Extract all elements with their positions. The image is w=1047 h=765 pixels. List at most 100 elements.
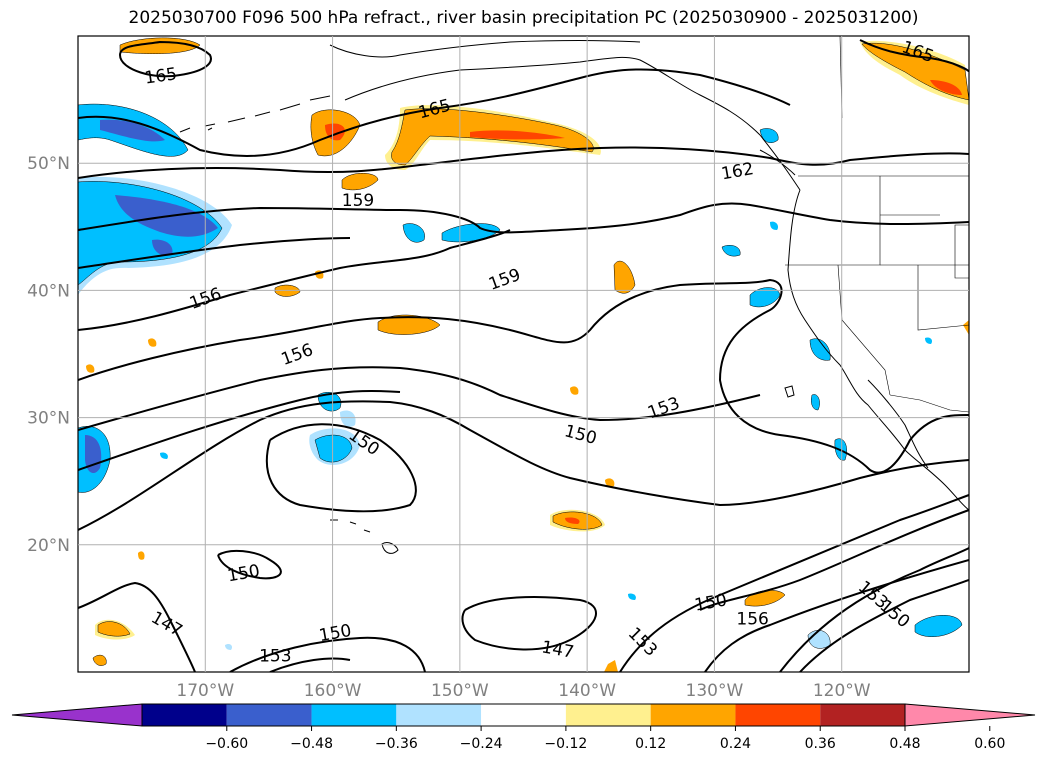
island-marker <box>207 127 213 131</box>
shade-negative-region <box>807 630 831 649</box>
political-borders <box>785 36 969 413</box>
contour-line-156 <box>78 229 511 331</box>
graticule <box>78 36 969 672</box>
colorbar-segment <box>565 704 651 726</box>
longitude-tick-label: 140°W <box>558 681 616 701</box>
longitude-labels: 170°W 160°W 150°W 140°W 130°W 120°W <box>176 681 870 701</box>
contour-line-153 <box>78 389 401 471</box>
colorbar-tick-label: −0.24 <box>460 736 503 752</box>
shade-negative-region <box>317 392 342 412</box>
contour-label: 165 <box>143 64 178 88</box>
colorbar-segment <box>226 704 312 726</box>
contour-line-165 <box>119 40 212 78</box>
shade-positive-core <box>470 130 565 140</box>
hawaii-islands <box>330 519 399 554</box>
state-border <box>917 265 969 331</box>
colorbar-segment <box>142 704 227 726</box>
colorbar-outline <box>141 703 906 727</box>
shade-positive-region <box>377 314 441 335</box>
shade-positive-region <box>613 260 636 294</box>
latitude-tick-label: 40°N <box>27 281 70 301</box>
contour-label: 147 <box>148 608 186 642</box>
shade-positive-region <box>744 590 786 607</box>
colorbar-tick-label: 0.24 <box>720 736 751 752</box>
height-contours <box>78 39 969 672</box>
shade-negative-region <box>225 643 233 650</box>
contour-line-150 <box>229 636 426 672</box>
shade-negative-region <box>340 410 356 427</box>
shade-positive-core <box>565 517 580 524</box>
colorbar-tick-label: −0.60 <box>205 736 248 752</box>
contour-label: 156 <box>736 610 768 630</box>
alaska-coast <box>344 56 801 191</box>
contour-label: 153 <box>645 393 682 423</box>
shade-negative-core <box>152 239 173 256</box>
contour-line-153 <box>269 657 351 672</box>
shade-positive-region <box>604 660 618 672</box>
contour-label: 150 <box>693 590 728 615</box>
longitude-tick-label: 150°W <box>431 681 489 701</box>
colorbar-tick-label: 0.12 <box>635 736 666 752</box>
alaska-mainland <box>329 40 641 58</box>
colorbar-segment <box>650 704 736 726</box>
shade-positive-region <box>86 364 95 373</box>
baja-california <box>867 379 929 469</box>
contour-label: 153 <box>259 646 291 666</box>
contour-label: 150 <box>562 421 599 449</box>
contour-line-165 <box>78 68 791 157</box>
colorbar-extend-low <box>11 703 143 727</box>
contour-label: 150 <box>226 561 261 586</box>
contour-label: 162 <box>720 159 755 184</box>
map-frame <box>77 35 970 673</box>
colorbar-tick-label: 0.36 <box>805 736 836 752</box>
shade-negative-region <box>314 434 353 463</box>
state-border <box>837 264 891 396</box>
latitude-tick-label: 30°N <box>27 409 70 429</box>
contour-label: 156 <box>279 340 316 370</box>
colorbar-tick-label: −0.48 <box>290 736 333 752</box>
shade-negative-region <box>914 615 963 637</box>
contour-line-156 <box>78 278 969 474</box>
contour-line-150 <box>78 400 969 531</box>
colorbar-tick-label: 0.60 <box>974 736 1005 752</box>
longitude-tick-label: 120°W <box>813 681 871 701</box>
shade-positive-region <box>119 37 201 54</box>
shade-positive-region <box>605 478 615 487</box>
contour-line-156 <box>704 559 969 672</box>
colorbar-segment <box>820 704 905 726</box>
colorbar-tick-label: −0.12 <box>544 736 587 752</box>
precip-shading <box>78 37 969 672</box>
shade-negative-region <box>78 181 223 286</box>
colorbar-segment <box>735 704 821 726</box>
contour-label: 147 <box>540 637 575 662</box>
latitude-tick-label: 20°N <box>27 536 70 556</box>
shade-positive-region <box>341 173 379 191</box>
contour-label: 159 <box>342 191 374 211</box>
shade-negative-region <box>759 128 779 143</box>
map-title: 2025030700 F096 500 hPa refract., river … <box>128 8 919 28</box>
longitude-tick-label: 130°W <box>686 681 744 701</box>
shade-negative-region <box>925 337 933 344</box>
colorbar-extend-high <box>904 703 1036 727</box>
shade-negative-region <box>441 223 501 243</box>
coastlines <box>179 40 969 554</box>
contour-line-153 <box>799 579 969 672</box>
shade-negative-region <box>402 223 425 243</box>
contour-line-153 <box>619 494 969 672</box>
contour-label: 153 <box>624 624 661 661</box>
us-mexico-border <box>889 394 969 413</box>
aleutian-islands <box>179 95 331 133</box>
island-marker <box>784 385 795 398</box>
contour-line-150 <box>265 423 417 513</box>
north-america-west-coast <box>787 189 969 511</box>
shade-negative-core <box>100 119 165 142</box>
state-border <box>954 224 969 279</box>
colorbar-segment <box>396 704 482 726</box>
latitude-labels: 20°N 30°N 40°N 50°N <box>27 154 70 556</box>
contour-line-147 <box>461 596 597 651</box>
longitude-tick-label: 170°W <box>176 681 234 701</box>
shade-positive-region <box>97 621 131 637</box>
longitude-tick-label: 160°W <box>304 681 362 701</box>
